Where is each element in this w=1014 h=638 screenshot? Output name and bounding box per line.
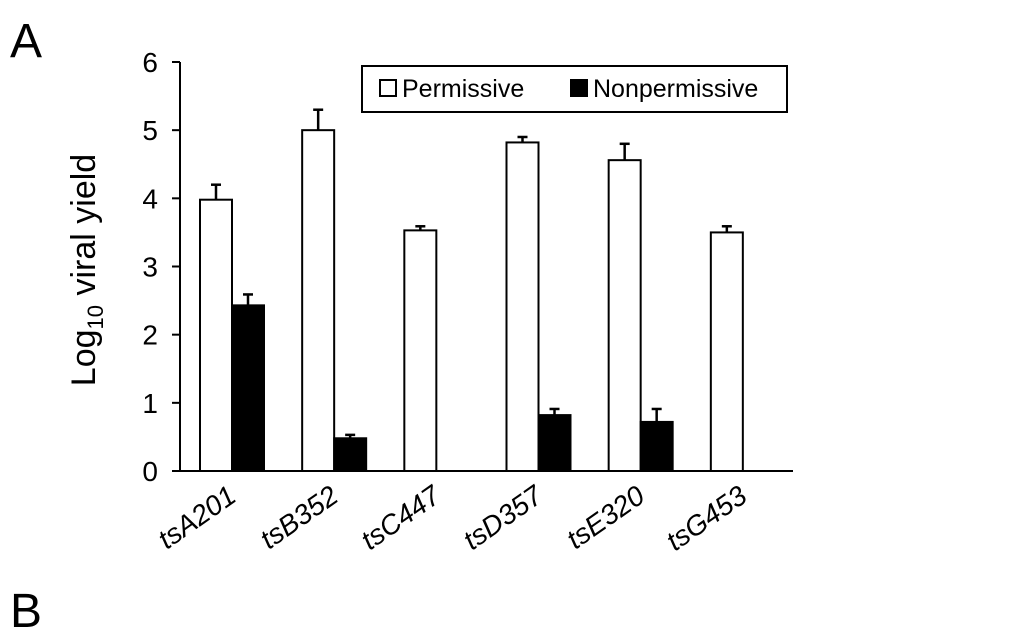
bar-nonpermissive-tsB352 <box>333 437 368 472</box>
bar-nonpermissive-tsA201 <box>231 304 265 473</box>
bar-permissive-tsB352 <box>301 129 336 473</box>
y-axis-ticks: 0 1 2 3 4 5 6 <box>142 47 180 487</box>
x-axis-labels: tsA201 tsB352 tsC447 tsD357 tsE320 tsG453 <box>152 479 752 557</box>
y-tick-label: 5 <box>142 115 158 146</box>
x-tick-label: tsD357 <box>457 479 549 556</box>
panel-a-label: A <box>10 15 43 68</box>
axes <box>179 62 793 472</box>
y-tick-label: 4 <box>142 183 158 214</box>
y-axis-label-rest: viral yield <box>65 154 103 305</box>
bar-permissive-tsC447 <box>403 229 438 472</box>
x-tick-label: tsA201 <box>152 480 241 555</box>
legend-label-nonpermissive: Nonpermissive <box>593 75 758 103</box>
legend-swatch-nonpermissive <box>570 79 588 97</box>
legend-label-permissive: Permissive <box>402 75 524 103</box>
x-tick-label: tsG453 <box>661 479 753 556</box>
bar-nonpermissive-tsE320 <box>639 420 674 473</box>
y-axis-label-base: Log <box>65 329 103 386</box>
legend: Permissive Nonpermissive <box>361 65 788 113</box>
y-axis-label-text: Log10 viral yield <box>65 154 108 386</box>
bar-permissive-tsE320 <box>607 159 642 472</box>
y-tick-label: 6 <box>142 47 158 78</box>
y-axis-label: Log10 viral yield <box>65 154 108 386</box>
x-tick-label: tsC447 <box>355 479 447 556</box>
bar-permissive-tsG453 <box>709 231 744 472</box>
y-axis-label-subscript: 10 <box>83 305 108 329</box>
legend-swatch-permissive <box>379 79 397 97</box>
y-tick-label: 1 <box>142 388 158 419</box>
x-tick-label: tsB352 <box>254 479 344 555</box>
y-tick-label: 2 <box>142 320 158 351</box>
bars <box>199 108 744 473</box>
x-tick-label: tsE320 <box>561 479 651 555</box>
bar-permissive-tsD357 <box>505 141 540 472</box>
y-tick-label: 0 <box>142 456 158 487</box>
bar-nonpermissive-tsD357 <box>537 414 572 472</box>
y-tick-label: 3 <box>142 252 158 283</box>
bar-permissive-tsA201 <box>199 198 233 473</box>
